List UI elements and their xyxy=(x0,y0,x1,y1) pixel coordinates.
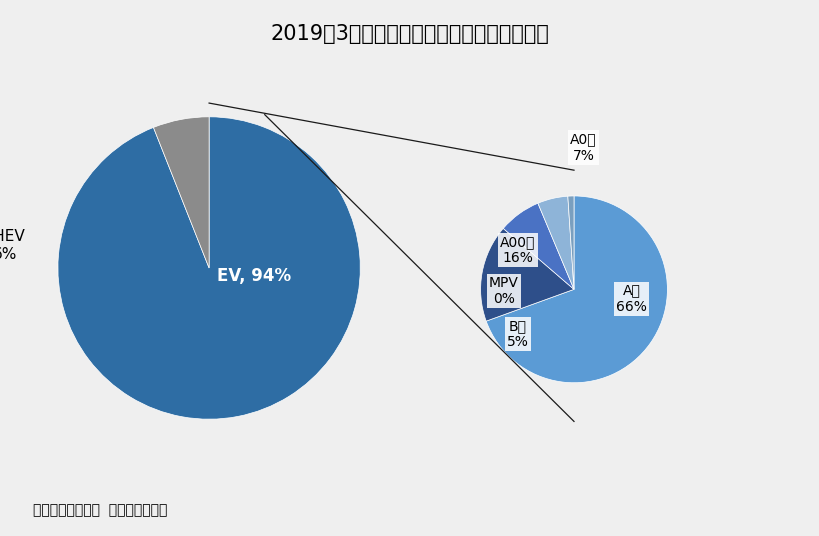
Wedge shape xyxy=(480,228,573,321)
Wedge shape xyxy=(537,196,573,289)
Text: B级
5%: B级 5% xyxy=(506,319,528,349)
Wedge shape xyxy=(153,117,209,268)
Text: A级
66%: A级 66% xyxy=(616,284,646,314)
Text: 数据来源：工信部  整理：盖世汽车: 数据来源：工信部 整理：盖世汽车 xyxy=(33,503,167,517)
Text: A00级
16%: A00级 16% xyxy=(500,235,535,265)
Text: PHEV
6%: PHEV 6% xyxy=(0,229,25,262)
Text: EV, 94%: EV, 94% xyxy=(217,266,292,285)
Wedge shape xyxy=(567,196,573,289)
Text: A0级
7%: A0级 7% xyxy=(569,132,596,162)
Wedge shape xyxy=(486,196,667,383)
Wedge shape xyxy=(503,203,573,289)
Text: 2019年3月新能源乘用车动力电池装机量分布: 2019年3月新能源乘用车动力电池装机量分布 xyxy=(270,24,549,44)
Wedge shape xyxy=(58,117,360,419)
Text: MPV
0%: MPV 0% xyxy=(488,276,518,307)
